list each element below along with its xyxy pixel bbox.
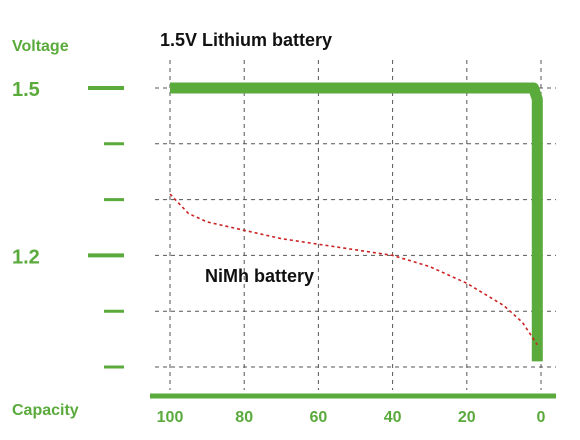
y-axis: 1.5 1.2: [12, 79, 124, 369]
x-tick-label: 40: [384, 409, 402, 426]
x-axis-label: Capacity: [12, 402, 79, 419]
series-label-lithium: 1.5V Lithium battery: [160, 30, 332, 50]
x-tick-label: 100: [157, 409, 184, 426]
x-tick-label: 80: [235, 409, 253, 426]
series-label-nimh: NiMh battery: [205, 266, 314, 286]
series-group: [169, 82, 543, 362]
series-lithium-line: [170, 82, 543, 362]
series-nimh-line: [169, 193, 538, 346]
series-labels: 1.5V Lithium battery NiMh battery: [160, 30, 332, 286]
grid: [155, 60, 556, 390]
x-tick-label: 20: [458, 409, 476, 426]
x-tick-label: 0: [537, 409, 546, 426]
y-tick-label: 1.2: [12, 246, 40, 268]
x-axis: 100 80 60 40 20 0: [150, 393, 556, 426]
x-tick-label: 60: [310, 409, 328, 426]
y-axis-label: Voltage: [12, 38, 69, 55]
y-tick-label: 1.5: [12, 79, 40, 101]
